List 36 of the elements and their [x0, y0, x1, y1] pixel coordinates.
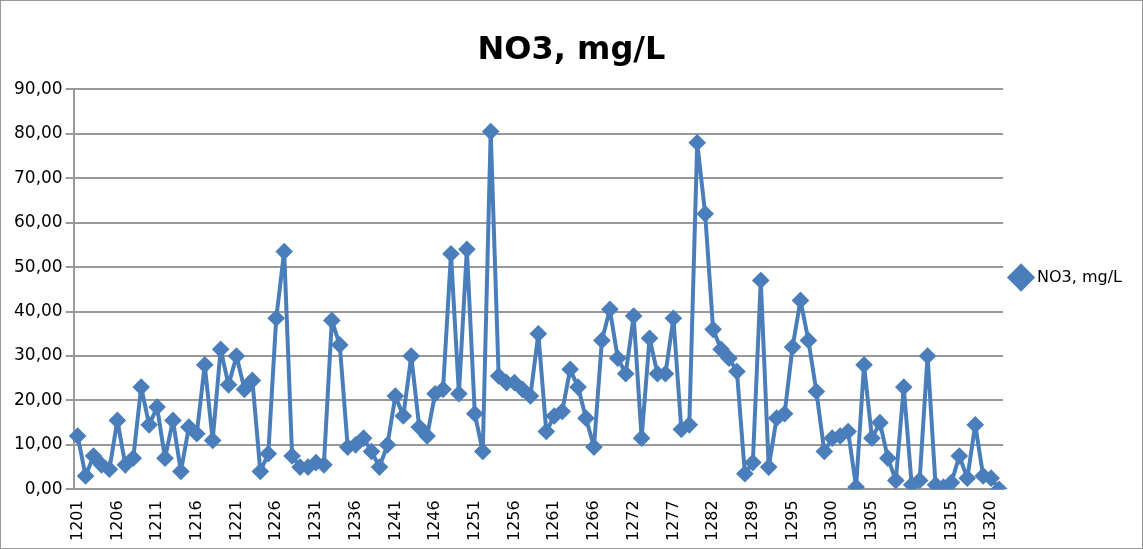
chart-title: NO3, mg/L	[477, 28, 666, 67]
legend-label: NO3, mg/L	[1037, 266, 1123, 286]
x-tick-label: 1315	[940, 500, 960, 541]
x-tick-label: 1277	[662, 500, 682, 541]
x-tick-label: 1300	[821, 500, 841, 541]
y-tick-label: 0,00	[24, 477, 63, 498]
x-tick-label: 1320	[980, 500, 1000, 541]
y-tick-label: 80,00	[14, 122, 63, 143]
x-tick-label: 1282	[702, 500, 722, 541]
x-tick-label: 1295	[781, 500, 801, 541]
x-tick-label: 1256	[503, 500, 523, 541]
y-tick-label: 50,00	[14, 255, 63, 276]
x-tick-label: 1310	[900, 500, 920, 541]
x-tick-label: 1226	[265, 500, 285, 541]
x-tick-label: 1206	[106, 500, 126, 541]
x-tick-label: 1231	[305, 500, 325, 541]
y-tick-label: 30,00	[14, 344, 63, 365]
y-tick-label: 10,00	[14, 433, 63, 454]
y-tick-label: 70,00	[14, 166, 63, 187]
x-tick-label: 1289	[741, 500, 761, 541]
x-tick-label: 1251	[463, 500, 483, 541]
x-tick-label: 1201	[66, 500, 86, 541]
x-tick-label: 1221	[225, 500, 245, 541]
x-tick-label: 1246	[424, 500, 444, 541]
y-tick-label: 20,00	[14, 388, 63, 409]
x-tick-label: 1272	[622, 500, 642, 541]
x-tick-label: 1236	[344, 500, 364, 541]
x-tick-label: 1305	[861, 500, 881, 541]
x-tick-label: 1211	[146, 500, 166, 541]
y-tick-label: 40,00	[14, 299, 63, 320]
x-tick-label: 1216	[185, 500, 205, 541]
x-tick-label: 1266	[583, 500, 603, 541]
y-tick-label: 90,00	[14, 77, 63, 98]
x-tick-label: 1241	[384, 500, 404, 541]
y-tick-label: 60,00	[14, 211, 63, 232]
x-tick-label: 1261	[543, 500, 563, 541]
